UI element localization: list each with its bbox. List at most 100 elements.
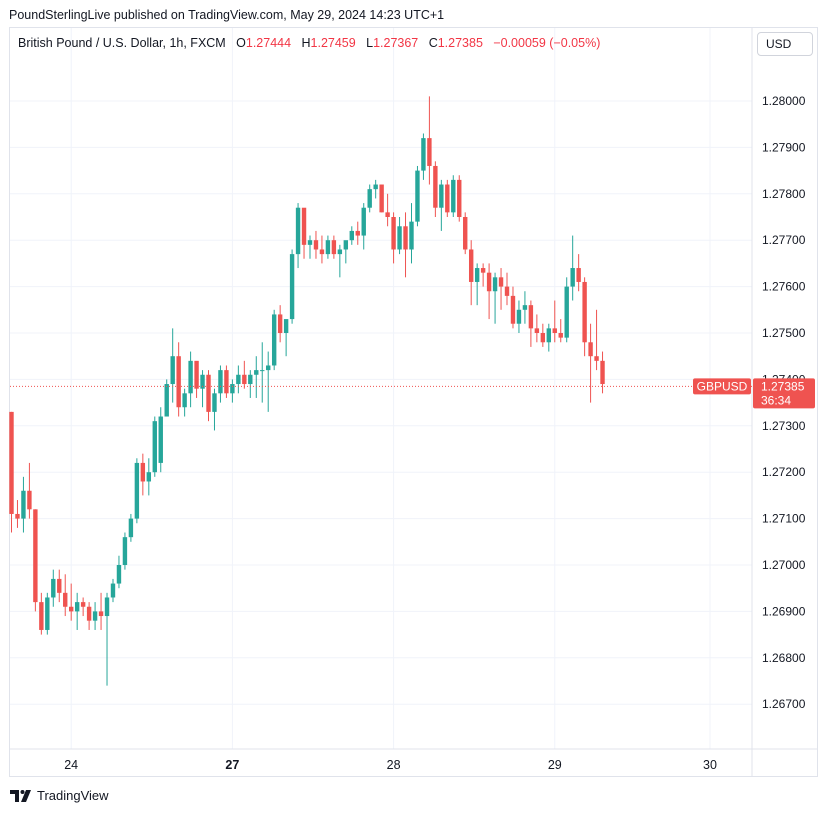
candle-body xyxy=(200,374,205,389)
candle xyxy=(164,379,169,417)
candle xyxy=(600,351,605,394)
legend-open: 1.27444 xyxy=(245,36,292,50)
tradingview-logo-icon xyxy=(10,789,31,802)
legend-high-label: H xyxy=(301,36,311,50)
candle xyxy=(445,179,450,217)
candle-body xyxy=(188,360,193,394)
time-axis: 24 27 28 29 30 xyxy=(64,758,717,772)
candle-body xyxy=(594,356,599,361)
candle xyxy=(433,161,438,217)
candle xyxy=(331,235,337,259)
candle xyxy=(504,272,510,306)
candle xyxy=(361,203,366,250)
candle xyxy=(266,351,271,412)
candle xyxy=(528,300,534,347)
candle xyxy=(534,314,540,343)
candle xyxy=(457,175,462,222)
candle-body xyxy=(397,226,402,250)
candle-body xyxy=(504,286,510,296)
candle xyxy=(194,360,199,398)
candle-body xyxy=(307,240,313,245)
candle-body xyxy=(194,360,199,389)
candle-body xyxy=(236,374,241,385)
candle xyxy=(337,244,343,278)
candle xyxy=(594,309,599,371)
candle-body xyxy=(21,490,26,519)
candle xyxy=(349,226,354,245)
legend-close-label: C xyxy=(428,36,438,50)
candle-body xyxy=(27,490,32,510)
price-tick-label: 1.27200 xyxy=(762,465,806,479)
candle xyxy=(116,555,122,589)
candle-body xyxy=(427,138,432,166)
candle xyxy=(140,453,146,496)
candle-body xyxy=(516,309,522,324)
candle-body xyxy=(325,240,331,255)
candle xyxy=(409,203,414,264)
candle-body xyxy=(63,592,68,607)
candle xyxy=(570,235,575,301)
price-tag-countdown: 36:34 xyxy=(761,393,791,407)
candle xyxy=(283,319,289,357)
candle-body xyxy=(313,240,319,250)
legend-low-label: L xyxy=(366,36,374,50)
candle-body xyxy=(146,472,152,482)
candle-body xyxy=(92,611,98,621)
candle-body xyxy=(69,606,74,612)
candle xyxy=(546,323,551,352)
candle xyxy=(552,300,557,343)
candle-body xyxy=(86,606,92,621)
candle-body xyxy=(134,462,140,519)
candle xyxy=(98,592,104,630)
candle xyxy=(236,365,241,394)
candle-body xyxy=(564,286,569,338)
price-tick-label: 1.26800 xyxy=(762,651,806,665)
candle xyxy=(576,254,581,292)
candle-body xyxy=(122,537,128,565)
candle-body xyxy=(242,374,247,385)
candle xyxy=(301,207,307,259)
candle-body xyxy=(182,393,187,408)
candle xyxy=(80,597,86,617)
candle xyxy=(110,578,116,603)
candle-body xyxy=(266,365,271,371)
candle xyxy=(373,179,378,199)
candle-body xyxy=(15,513,20,519)
currency-button[interactable]: USD xyxy=(757,32,813,56)
candle xyxy=(355,221,360,245)
candle xyxy=(176,342,181,417)
candle-body xyxy=(361,207,366,236)
candle-body xyxy=(355,230,360,236)
candle-body xyxy=(540,333,546,343)
price-tick-label: 1.27800 xyxy=(762,187,806,201)
tradingview-logo[interactable]: TradingView xyxy=(10,788,109,803)
candle-body xyxy=(74,602,80,612)
candle xyxy=(271,309,277,371)
candle-body xyxy=(373,184,378,190)
time-tick-label: 30 xyxy=(703,758,717,772)
candle xyxy=(260,342,265,403)
candle-body xyxy=(474,268,480,282)
candle-body xyxy=(570,268,575,287)
candle xyxy=(206,370,211,422)
candle-body xyxy=(140,462,146,482)
candle-body xyxy=(367,189,372,208)
candle xyxy=(212,388,217,431)
candle xyxy=(343,240,349,264)
candle-body xyxy=(277,314,283,333)
candle xyxy=(403,212,408,278)
publisher-line: PoundSterlingLive published on TradingVi… xyxy=(9,8,445,22)
candle xyxy=(242,360,247,389)
candle-body xyxy=(582,281,587,343)
chart-frame xyxy=(9,27,818,777)
candle xyxy=(39,592,44,635)
candle-body xyxy=(498,277,504,287)
candle-body xyxy=(337,249,343,255)
candle xyxy=(128,513,134,542)
legend-symbol: British Pound / U.S. Dollar, 1h, FXCM xyxy=(18,36,226,50)
candle-body xyxy=(403,226,408,250)
symbol-legend: British Pound / U.S. Dollar, 1h, FXCM O1… xyxy=(18,36,600,50)
candle-body xyxy=(528,305,534,329)
candle xyxy=(182,388,187,417)
